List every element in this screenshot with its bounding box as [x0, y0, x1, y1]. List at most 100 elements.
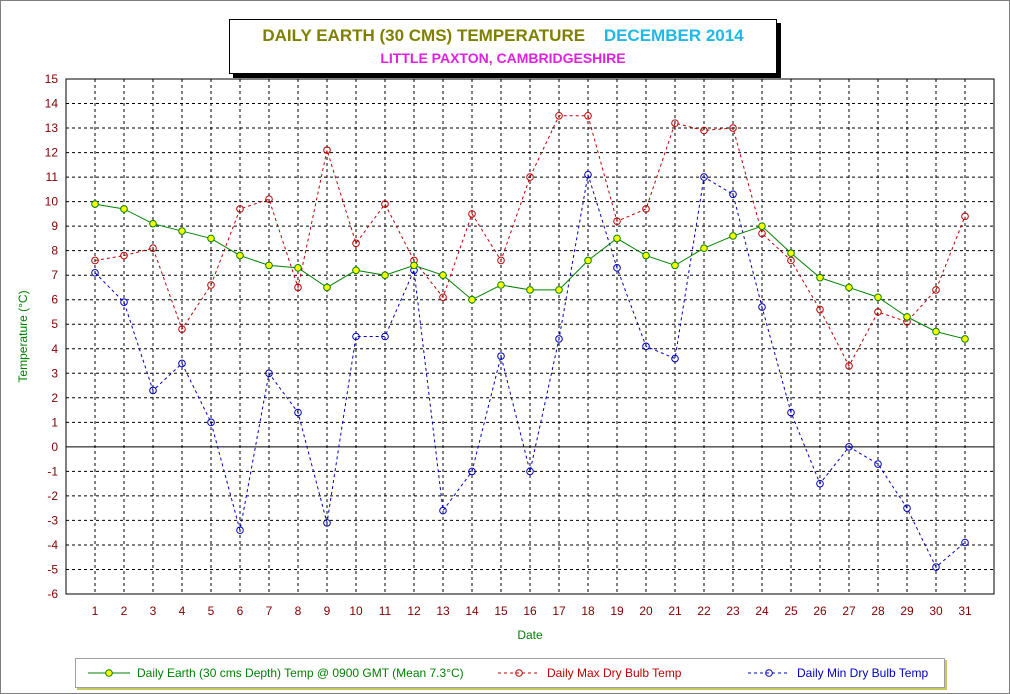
max-temp-point — [265, 195, 273, 203]
max-temp-point — [526, 173, 534, 181]
x-tick-label: 26 — [813, 604, 827, 618]
legend-marker — [765, 669, 773, 677]
x-axis-label: Date — [517, 628, 543, 642]
x-tick-label: 5 — [208, 604, 215, 618]
earth-temp-point — [555, 286, 563, 294]
min-temp-point — [120, 298, 128, 306]
y-tick-label: 11 — [46, 170, 59, 184]
max-temp-point — [352, 239, 360, 248]
max-temp-point — [294, 283, 302, 292]
min-temp-point — [439, 506, 447, 515]
min-temp-point — [265, 369, 273, 378]
max-temp-point — [439, 293, 447, 302]
y-tick-label: 0 — [51, 440, 58, 454]
min-temp-point — [381, 332, 389, 341]
max-temp-point — [816, 305, 824, 314]
legend-marker — [515, 669, 523, 677]
x-tick-label: 9 — [324, 604, 331, 618]
x-tick-labels: 1 2 3 4 5 6 7 8 9 10 11 12 13 14 15 16 17 18 19 20 21 22 23 24 2… — [92, 604, 972, 618]
chart-subtitle: LITTLE PAXTON, CAMBRIDGESHIRE — [380, 50, 626, 66]
legend-label: Daily Earth (30 cms Depth) Temp @ 0900 G… — [137, 666, 464, 680]
y-tick-label: 1 — [51, 415, 58, 429]
x-tick-label: 30 — [929, 604, 943, 618]
legend-entry-earth-temp: Daily Earth (30 cms Depth) Temp @ 0900 G… — [88, 666, 464, 680]
max-temp-point — [700, 126, 708, 135]
y-tick-label: -1 — [47, 464, 58, 478]
earth-temp-point — [874, 293, 882, 302]
y-tick-label: 4 — [51, 342, 58, 356]
x-tick-label: 3 — [150, 604, 157, 618]
max-temp-point — [845, 362, 853, 370]
max-temp-point — [178, 325, 186, 333]
series — [91, 111, 969, 571]
earth-temp-point — [352, 266, 360, 275]
y-tick-label: 7 — [51, 268, 58, 282]
max-temp-point — [584, 111, 592, 120]
earth-temp-point — [729, 232, 737, 240]
max-temp-point — [120, 251, 128, 260]
min-temp-point — [758, 303, 766, 311]
min-temp-point — [555, 335, 563, 343]
max-temp-point — [236, 205, 244, 213]
min-temp-point — [787, 408, 795, 417]
chart-title: DAILY EARTH (30 CMS) TEMPERATURE — [262, 26, 586, 45]
earth-temp-point — [294, 264, 302, 272]
x-tick-label: 15 — [494, 604, 508, 618]
x-tick-label: 10 — [349, 604, 363, 618]
earth-temp-point — [526, 286, 534, 294]
min-temp-line — [94, 174, 966, 568]
y-tick-label: 2 — [51, 391, 58, 405]
x-tick-label: 2 — [121, 604, 128, 618]
min-temp-point — [932, 563, 940, 571]
y-tick-label: 3 — [51, 366, 58, 380]
x-tick-label: 31 — [958, 604, 972, 618]
grid — [65, 78, 995, 595]
y-tick-label: -3 — [47, 513, 58, 527]
earth-temp-point — [642, 251, 650, 260]
legend-label: Daily Min Dry Bulb Temp — [797, 666, 928, 680]
earth-temp-point — [91, 200, 99, 208]
earth-temp-point — [961, 335, 969, 343]
legend-entry-max-temp: Daily Max Dry Bulb Temp — [498, 666, 682, 680]
min-temp-point — [584, 170, 592, 179]
min-temp-point — [816, 479, 824, 488]
title-box: DAILY EARTH (30 CMS) TEMPERATURE DECEMBE… — [229, 19, 777, 74]
min-temp-point — [497, 352, 505, 360]
x-tick-label: 12 — [407, 604, 421, 618]
min-temp-point — [903, 504, 911, 512]
earth-temp-point — [236, 251, 244, 260]
earth-temp-point — [381, 271, 389, 279]
min-temp-point — [91, 268, 99, 277]
max-temp-point — [613, 217, 621, 226]
x-tick-label: 8 — [295, 604, 302, 618]
min-temp-point — [323, 519, 331, 527]
y-tick-label: 5 — [51, 317, 58, 331]
earth-temp-point — [497, 281, 505, 289]
y-tick-label: -4 — [47, 538, 58, 552]
plot-border — [65, 78, 995, 595]
y-tick-label: 9 — [51, 219, 58, 233]
y-tick-label: -2 — [47, 489, 58, 503]
min-temp-point — [700, 173, 708, 181]
legend: Daily Earth (30 cms Depth) Temp @ 0900 G… — [75, 658, 945, 688]
earth-temp-point — [787, 249, 795, 257]
y-tick-label: -6 — [47, 587, 58, 601]
x-tick-label: 7 — [266, 604, 273, 618]
min-temp-point — [671, 354, 679, 363]
legend-marker — [105, 669, 113, 677]
max-temp-point — [787, 256, 795, 265]
y-tick-label: 10 — [45, 195, 59, 209]
max-temp-point — [91, 256, 99, 265]
max-temp-point — [497, 256, 505, 265]
earth-temp-point — [903, 313, 911, 321]
x-tick-label: 20 — [639, 604, 653, 618]
max-temp-point — [729, 124, 737, 132]
legend-label: Daily Max Dry Bulb Temp — [547, 666, 682, 680]
x-tick-label: 16 — [523, 604, 537, 618]
y-axis-label: Temperature (°C) — [16, 290, 30, 382]
x-tick-label: 17 — [552, 604, 566, 618]
min-temp-point — [642, 342, 650, 351]
